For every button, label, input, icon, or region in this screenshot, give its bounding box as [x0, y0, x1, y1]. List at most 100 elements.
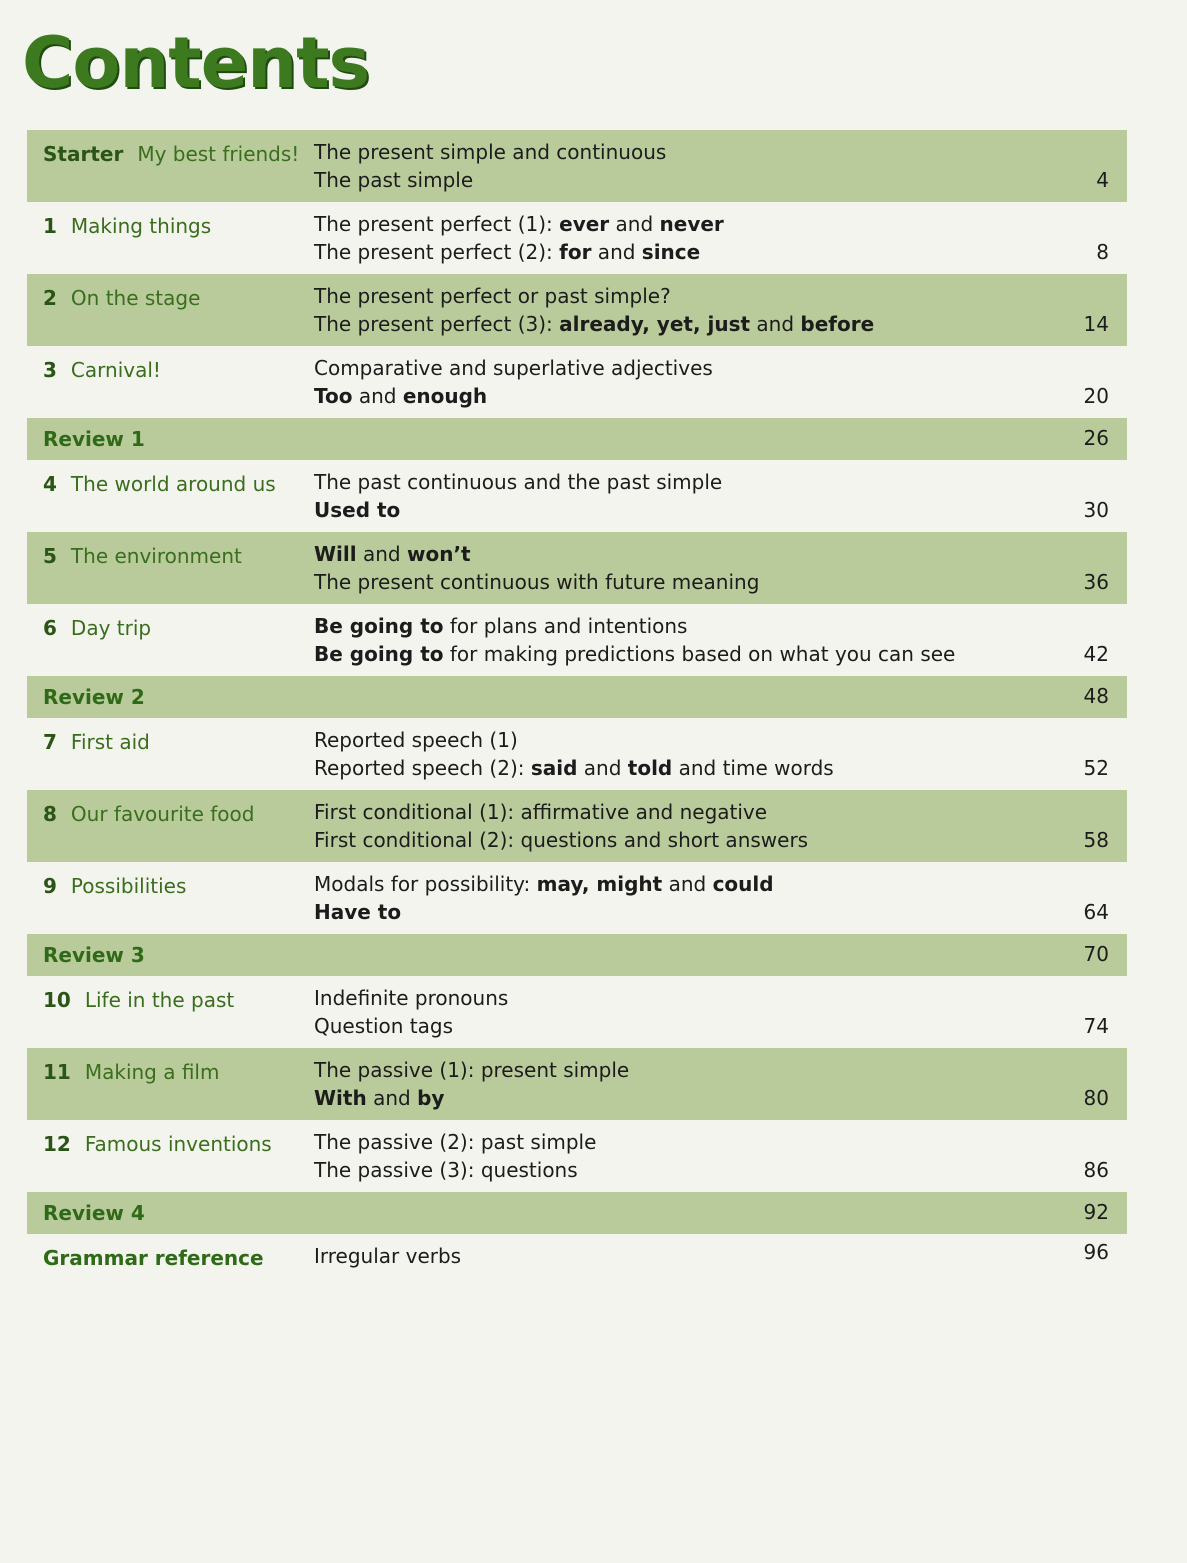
contents-row: Review 4 92: [27, 1192, 1127, 1234]
grammar-line: The past simple: [314, 166, 666, 194]
contents-row: 1 Making things The present perfect (1): e…: [27, 202, 1127, 274]
page-number: 58: [1083, 828, 1109, 852]
page-number: 80: [1083, 1086, 1109, 1110]
unit-number: 4: [43, 472, 57, 496]
grammar-line: Will and won’t: [314, 540, 759, 568]
grammar-line: Question tags: [314, 1012, 508, 1040]
contents-table: Starter My best friends! The present simpl…: [27, 130, 1127, 1306]
grammar-line: The present perfect (1): ever and never: [314, 210, 724, 238]
unit-label: 11 Making a film: [43, 1060, 219, 1084]
unit-number: 1: [43, 214, 57, 238]
grammar-text: The present perfect (3):: [314, 312, 560, 336]
grammar-line: The present perfect (2): for and since: [314, 238, 724, 266]
unit-label: Starter My best friends!: [43, 142, 299, 166]
grammar: Reported speech (1) Reported speech (2): …: [314, 726, 834, 782]
grammar-text: Reported speech (1): [314, 728, 518, 752]
page-number: 92: [1083, 1200, 1109, 1224]
grammar-bold: Be going to: [314, 614, 444, 638]
unit-title: On the stage: [70, 286, 201, 310]
grammar: First conditional (1): affirmative and n…: [314, 798, 808, 854]
grammar-bold: Be going to: [314, 642, 444, 666]
page-title: Contents: [22, 22, 370, 104]
grammar-line: Used to: [314, 496, 722, 524]
unit-number: 2: [43, 286, 57, 310]
grammar-line: Reported speech (2): said and told and t…: [314, 754, 834, 782]
unit-number: 12: [43, 1132, 71, 1156]
unit-number: 11: [43, 1060, 71, 1084]
grammar-text: and: [609, 212, 660, 236]
grammar-line: Be going to for plans and intentions: [314, 612, 955, 640]
grammar: The present perfect or past simple? The p…: [314, 282, 874, 338]
grammar-bold: already, yet, just: [559, 312, 751, 336]
unit-title: Our favourite food: [70, 802, 255, 826]
unit-label: 10 Life in the past: [43, 988, 234, 1012]
grammar-text: Reported speech (2):: [314, 756, 531, 780]
grammar-line: The present perfect or past simple?: [314, 282, 874, 310]
grammar: Comparative and superlative adjectives To…: [314, 354, 713, 410]
page-number: 26: [1083, 426, 1109, 450]
grammar-text: and: [356, 542, 407, 566]
contents-row: 7 First aid Reported speech (1) Reported sp…: [27, 718, 1127, 790]
grammar-text: The passive (2): past simple: [314, 1130, 597, 1154]
unit-title: Famous inventions: [84, 1132, 272, 1156]
page-number: 4: [1096, 168, 1109, 192]
grammar-line: The passive (1): present simple: [314, 1056, 629, 1084]
unit-label: 3 Carnival!: [43, 358, 161, 382]
unit-label: 12 Famous inventions: [43, 1132, 272, 1156]
unit-number: 3: [43, 358, 57, 382]
unit-label: Review 4: [43, 1201, 145, 1225]
grammar-line: First conditional (1): affirmative and n…: [314, 798, 808, 826]
grammar-text: Comparative and superlative adjectives: [314, 356, 713, 380]
page-number: 14: [1083, 312, 1109, 336]
grammar-line: With and by: [314, 1084, 629, 1112]
contents-row: 9 Possibilities Modals for possibility: ma…: [27, 862, 1127, 934]
grammar-text: The present perfect (2):: [314, 240, 560, 264]
page-number: 86: [1083, 1158, 1109, 1182]
grammar-line: The present perfect (3): already, yet, j…: [314, 310, 874, 338]
grammar-bold: told: [627, 756, 673, 780]
grammar: Will and won’t The present continuous wit…: [314, 540, 759, 596]
grammar-text: Question tags: [314, 1014, 454, 1038]
grammar-bold: may, might: [536, 872, 663, 896]
grammar: Indefinite pronouns Question tags: [314, 984, 508, 1040]
grammar-bold: Will: [314, 542, 357, 566]
grammar-line: The passive (3): questions: [314, 1156, 596, 1184]
contents-row: 3 Carnival! Comparative and superlative ad…: [27, 346, 1127, 418]
unit-title: Review 1: [43, 427, 145, 451]
unit-title: Making things: [70, 214, 212, 238]
grammar: Irregular verbs: [314, 1242, 461, 1270]
grammar-bold: enough: [402, 384, 488, 408]
grammar-line: The passive (2): past simple: [314, 1128, 596, 1156]
grammar-text: for plans and intentions: [443, 614, 688, 638]
grammar-text: Modals for possibility:: [314, 872, 537, 896]
unit-number: 5: [43, 544, 57, 568]
grammar-line: The present continuous with future meani…: [314, 568, 759, 596]
grammar-text: Irregular verbs: [314, 1244, 462, 1268]
page-number: 20: [1083, 384, 1109, 408]
page-number: 36: [1083, 570, 1109, 594]
grammar-bold: With: [314, 1086, 367, 1110]
unit-title: The environment: [70, 544, 242, 568]
unit-label: Grammar reference: [43, 1246, 264, 1270]
contents-row: Review 1 26: [27, 418, 1127, 460]
contents-row: Grammar reference Irregular verbs 96: [27, 1234, 1127, 1306]
grammar-bold: before: [800, 312, 875, 336]
grammar-bold: Have to: [314, 900, 402, 924]
contents-row: 10 Life in the past Indefinite pronouns Que…: [27, 976, 1127, 1048]
grammar-line: Have to: [314, 898, 774, 926]
contents-row: Starter My best friends! The present simpl…: [27, 130, 1127, 202]
grammar-text: The present continuous with future meani…: [314, 570, 760, 594]
unit-label: Review 1: [43, 427, 145, 451]
grammar-text: The present perfect or past simple?: [314, 284, 671, 308]
contents-row: 8 Our favourite food First conditional (1)…: [27, 790, 1127, 862]
contents-row: 5 The environment Will and won’t The presen…: [27, 532, 1127, 604]
grammar-line: Indefinite pronouns: [314, 984, 508, 1012]
page-number: 96: [1083, 1240, 1109, 1264]
page-number: 30: [1083, 498, 1109, 522]
contents-row: Review 3 70: [27, 934, 1127, 976]
unit-label: Review 2: [43, 685, 145, 709]
unit-number: Starter: [43, 142, 124, 166]
grammar-line: Be going to for making predictions based…: [314, 640, 955, 668]
grammar-bold: won’t: [406, 542, 471, 566]
grammar-text: The passive (3): questions: [314, 1158, 578, 1182]
